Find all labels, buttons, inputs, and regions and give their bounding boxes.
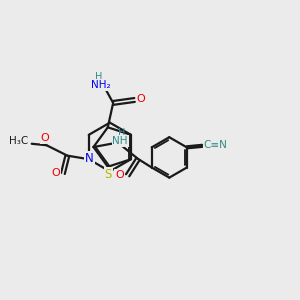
Text: O: O (41, 133, 50, 143)
Text: O: O (51, 168, 60, 178)
Text: O: O (115, 170, 124, 180)
Text: S: S (105, 168, 112, 181)
Text: H₃C: H₃C (9, 136, 28, 146)
Text: H: H (118, 128, 125, 138)
Text: O: O (137, 94, 146, 104)
Text: NH: NH (112, 136, 128, 146)
Text: C≡N: C≡N (204, 140, 227, 150)
Text: H: H (95, 72, 103, 82)
Text: NH₂: NH₂ (92, 80, 111, 90)
Text: N: N (85, 152, 94, 165)
